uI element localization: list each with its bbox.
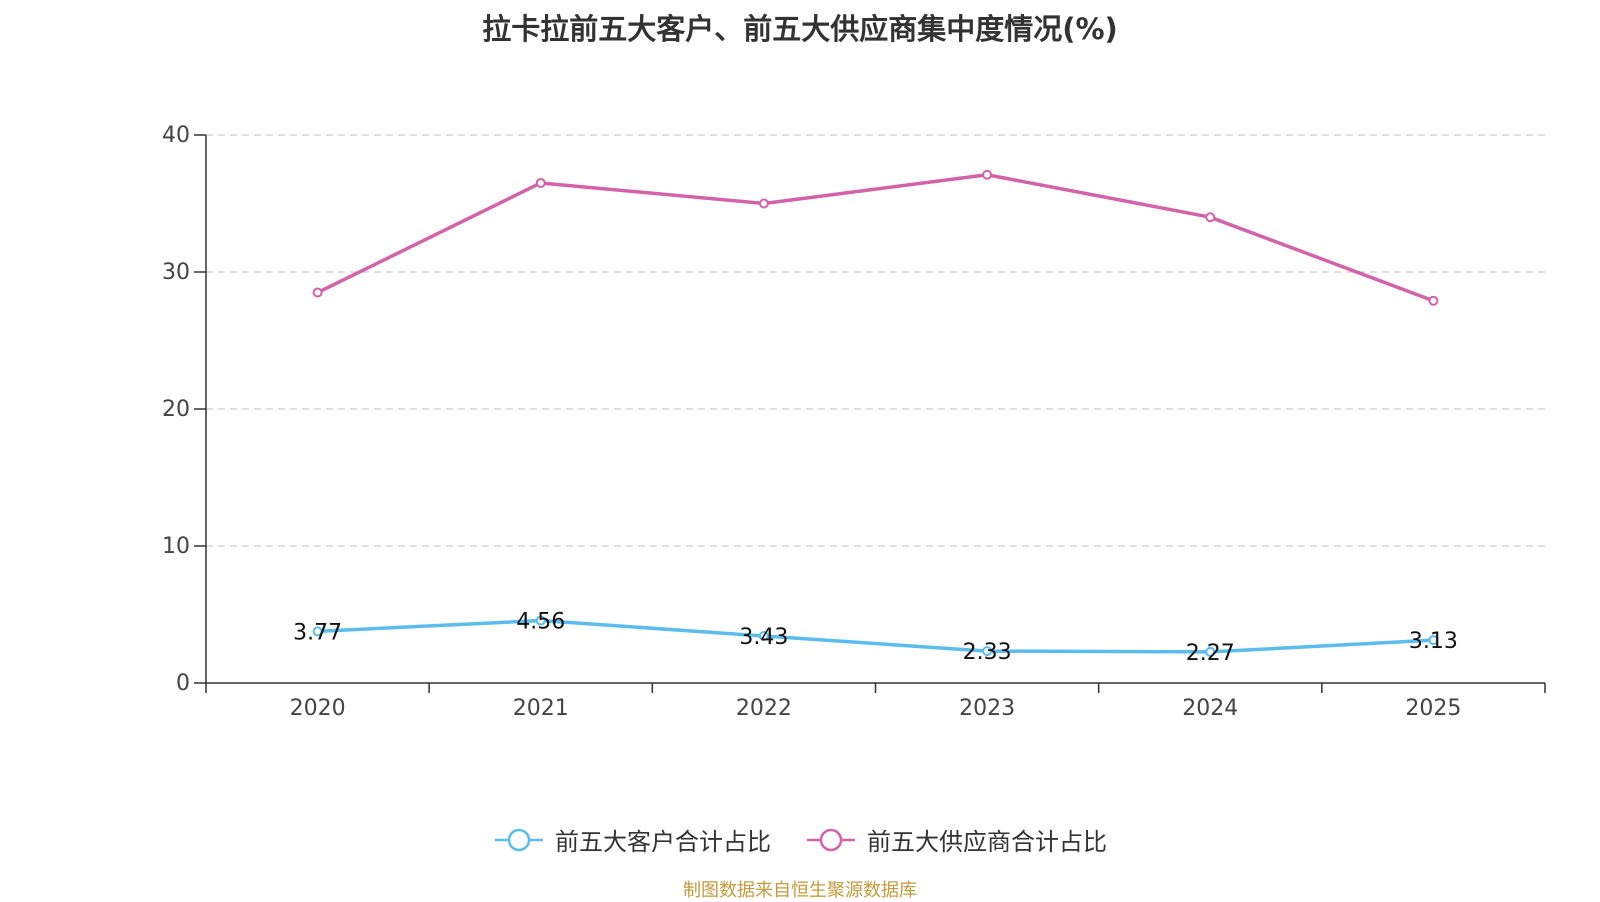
x-tick-label: 2023 bbox=[959, 696, 1015, 721]
data-point bbox=[1428, 295, 1439, 306]
data-point bbox=[982, 169, 993, 180]
data-point bbox=[312, 287, 323, 298]
data-label: 3.43 bbox=[739, 625, 788, 650]
legend-marker-icon bbox=[807, 828, 855, 851]
legend-item[interactable]: 前五大客户合计占比 bbox=[493, 822, 771, 857]
data-point bbox=[1205, 646, 1216, 657]
legend-label: 前五大客户合计占比 bbox=[555, 828, 771, 856]
data-labels: 3.77 4.56 3.43 2.33 2.27 3.13 bbox=[293, 610, 1458, 666]
data-label: 2.27 bbox=[1186, 641, 1235, 666]
legend-marker-icon bbox=[495, 828, 543, 851]
data-point bbox=[1205, 212, 1216, 223]
data-point bbox=[312, 626, 323, 637]
chart-title: 拉卡拉前五大客户、前五大供应商集中度情况(%) bbox=[482, 12, 1118, 46]
legend: 前五大客户合计占比 前五大供应商合计占比 bbox=[0, 822, 1600, 857]
data-label: 2.33 bbox=[963, 640, 1012, 665]
series-line bbox=[317, 618, 1434, 654]
data-point bbox=[758, 631, 769, 642]
data-point bbox=[758, 198, 769, 209]
data-label: 3.77 bbox=[293, 620, 342, 645]
x-tick-label: 2022 bbox=[736, 696, 792, 721]
data-label: 4.56 bbox=[516, 610, 565, 635]
series-suppliers bbox=[312, 169, 1439, 306]
y-tick-label: 0 bbox=[176, 671, 190, 696]
x-tick-label: 2020 bbox=[290, 696, 346, 721]
grid-lines bbox=[206, 134, 1545, 547]
series-layer bbox=[312, 169, 1439, 657]
series-customers bbox=[312, 615, 1439, 657]
y-tick-label: 20 bbox=[162, 397, 190, 422]
data-point bbox=[1428, 635, 1439, 646]
y-tick-label: 40 bbox=[162, 123, 190, 148]
data-point bbox=[535, 177, 546, 188]
x-tick-label: 2024 bbox=[1182, 696, 1238, 721]
series-line bbox=[316, 172, 1435, 303]
legend-label: 前五大供应商合计占比 bbox=[867, 828, 1107, 856]
legend-item[interactable]: 前五大供应商合计占比 bbox=[805, 822, 1107, 857]
source-note: 制图数据来自恒生聚源数据库 bbox=[683, 880, 917, 901]
x-tick-label: 2025 bbox=[1405, 696, 1461, 721]
data-point bbox=[982, 646, 993, 657]
x-tick-label: 2021 bbox=[513, 696, 569, 721]
data-point bbox=[535, 615, 546, 626]
y-tick-label: 30 bbox=[162, 260, 190, 285]
axes: 0 10 20 30 40 2020 2021 2022 2023 2024 2025 bbox=[162, 123, 1546, 721]
data-label: 3.13 bbox=[1409, 629, 1458, 654]
y-tick-label: 10 bbox=[162, 534, 190, 559]
